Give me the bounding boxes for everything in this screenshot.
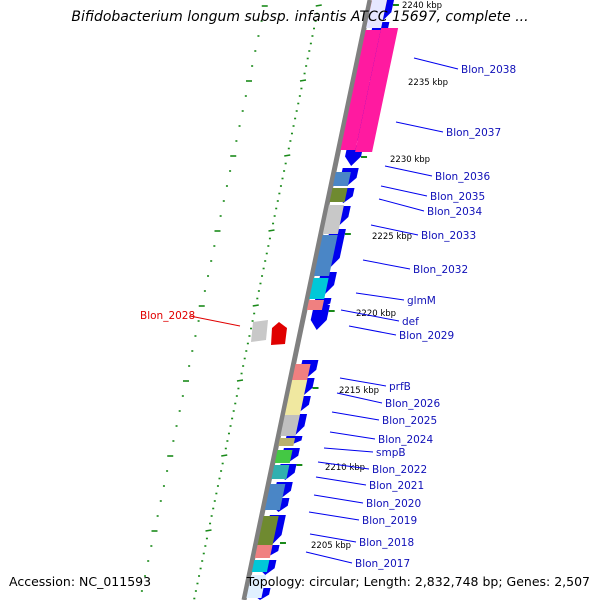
feature-block <box>251 320 268 342</box>
highlight-gene-arrow <box>271 322 287 345</box>
feature-block <box>309 278 329 299</box>
scale-tick <box>315 4 322 7</box>
kbp-label: 2205 kbp <box>311 541 351 551</box>
gene-label-blon-2022[interactable]: Blon_2022 <box>372 464 427 476</box>
feature-block <box>274 450 293 463</box>
feature-track <box>246 0 399 600</box>
genome-backbone <box>241 0 373 600</box>
feature-block <box>340 30 381 150</box>
scale-tick <box>221 454 228 457</box>
leader-line <box>308 511 360 521</box>
leader-line <box>370 224 419 236</box>
accession-text: Accession: NC_011593 <box>9 574 152 589</box>
gene-label-blon-2025[interactable]: Blon_2025 <box>382 415 437 427</box>
gene-label-blon-2019[interactable]: Blon_2019 <box>362 515 417 527</box>
gene-label-blon-2033[interactable]: Blon_2033 <box>421 230 476 242</box>
gene-label-blon-2029[interactable]: Blon_2029 <box>399 330 454 342</box>
scale-tick <box>268 229 275 232</box>
leader-line <box>378 198 425 212</box>
leader-line <box>305 551 353 564</box>
gene-label-smpb[interactable]: smpB <box>376 447 406 459</box>
gene-label-blon-2038[interactable]: Blon_2038 <box>461 64 516 76</box>
leader-line <box>313 494 364 504</box>
feature-block <box>251 560 270 572</box>
scale-tick <box>252 304 259 307</box>
gene-label-glmm[interactable]: glmM <box>407 295 436 307</box>
gene-label-blon-2017[interactable]: Blon_2017 <box>355 558 410 570</box>
feature-block <box>332 172 351 186</box>
gene-label-blon-2020[interactable]: Blon_2020 <box>366 498 421 510</box>
label-leaders <box>189 57 459 564</box>
kbp-label: 2235 kbp <box>408 78 448 88</box>
feature-block <box>366 0 387 28</box>
gene-label-blon-2028[interactable]: Blon_2028 <box>140 310 195 322</box>
scale-ticks <box>140 4 399 600</box>
leader-line <box>336 392 383 404</box>
feature-block <box>246 575 267 598</box>
leader-line <box>355 292 405 301</box>
kbp-scale: 2240 kbp 2235 kbp 2230 kbp 2225 kbp 2220… <box>311 1 448 551</box>
leader-line <box>362 259 411 270</box>
gene-label-blon-2018[interactable]: Blon_2018 <box>359 537 414 549</box>
gene-label-blon-2037[interactable]: Blon_2037 <box>446 127 501 139</box>
leader-line <box>329 431 376 440</box>
gene-labels: Blon_2038 Blon_2037 Blon_2036 Blon_2035 … <box>140 64 516 570</box>
gene-label-blon-2035[interactable]: Blon_2035 <box>430 191 485 203</box>
scale-tick <box>299 79 307 82</box>
leader-line <box>339 377 387 387</box>
kbp-label: 2220 kbp <box>356 309 396 319</box>
gene-label-blon-2024[interactable]: Blon_2024 <box>378 434 433 446</box>
topology-summary: Topology: circular; Length: 2,832,748 bp… <box>246 574 590 589</box>
cds-arrow <box>310 305 330 330</box>
leader-line <box>189 315 241 327</box>
leader-line <box>384 165 433 177</box>
feature-block-long <box>355 28 399 152</box>
leader-line <box>395 121 444 133</box>
kbp-label: 2210 kbp <box>325 463 365 473</box>
gene-label-blon-2034[interactable]: Blon_2034 <box>427 206 482 218</box>
leader-line <box>317 461 370 470</box>
gene-label-prfb[interactable]: prfB <box>389 381 411 393</box>
feature-block <box>322 205 344 234</box>
leader-line <box>331 411 380 421</box>
feature-block <box>271 465 290 479</box>
feature-block <box>257 516 279 545</box>
feature-block <box>329 188 348 202</box>
kbp-label: 2225 kbp <box>372 232 412 242</box>
feature-block <box>264 484 286 510</box>
leader-line <box>413 57 459 70</box>
leader-line <box>323 447 374 453</box>
leader-line <box>315 476 367 486</box>
kbp-label: 2215 kbp <box>339 386 379 396</box>
leader-line <box>380 185 428 197</box>
feature-block <box>278 438 296 446</box>
scale-tick <box>284 154 291 157</box>
scale-tick <box>236 379 244 382</box>
gene-label-blon-2021[interactable]: Blon_2021 <box>369 480 424 492</box>
feature-block <box>292 364 311 380</box>
gene-label-def[interactable]: def <box>402 316 419 328</box>
feature-block <box>284 380 308 415</box>
leader-line <box>340 309 400 322</box>
leader-line <box>309 533 357 543</box>
genome-title: Bifidobacterium longum subsp. infantis A… <box>71 9 529 25</box>
kbp-label: 2230 kbp <box>390 155 430 165</box>
gene-label-blon-2036[interactable]: Blon_2036 <box>435 171 490 183</box>
leader-line <box>348 325 397 336</box>
gene-label-blon-2032[interactable]: Blon_2032 <box>413 264 468 276</box>
feature-block <box>314 235 338 276</box>
feature-block <box>306 300 324 310</box>
gene-label-blon-2026[interactable]: Blon_2026 <box>385 398 440 410</box>
kbp-label: 2240 kbp <box>402 1 442 11</box>
feature-block <box>280 415 300 436</box>
scale-tick <box>205 529 212 532</box>
feature-block <box>254 545 273 558</box>
